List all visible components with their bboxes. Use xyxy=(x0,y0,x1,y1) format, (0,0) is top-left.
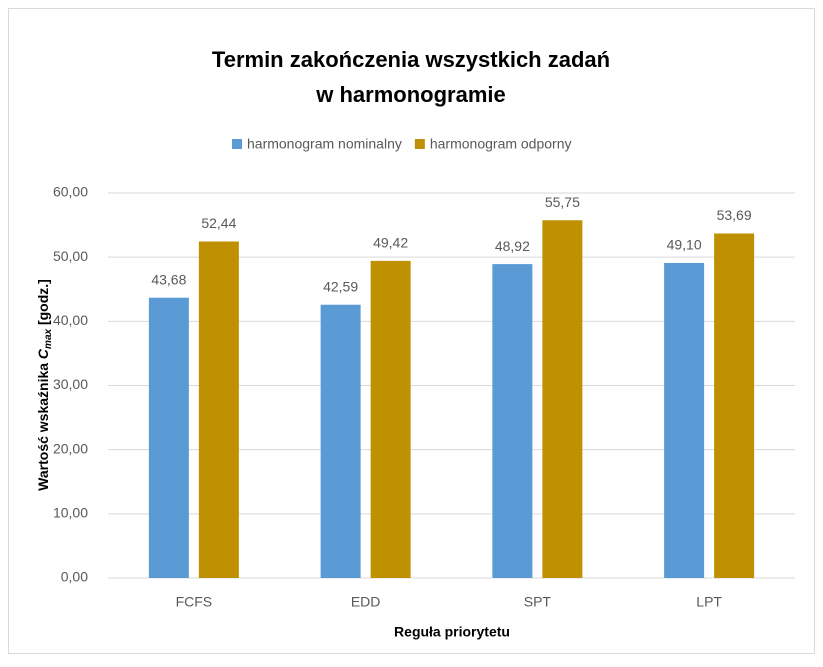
legend-swatch xyxy=(232,139,242,149)
value-label: 49,10 xyxy=(667,237,702,253)
chart-title: Termin zakończenia wszystkich zadań xyxy=(212,47,610,72)
bar xyxy=(664,262,705,578)
y-axis-label: Wartość wskaźnika Cmax [godz.] xyxy=(35,279,54,491)
y-label-subscript: max xyxy=(43,328,54,348)
legend-label: harmonogram odporny xyxy=(430,136,572,152)
y-tick-label: 20,00 xyxy=(53,440,88,456)
x-tick-label: EDD xyxy=(351,594,381,610)
x-axis-label: Reguła priorytetu xyxy=(394,624,510,640)
bar xyxy=(542,220,583,579)
legend-swatch xyxy=(414,139,425,149)
value-label: 43,68 xyxy=(151,271,186,287)
x-tick-label: FCFS xyxy=(176,594,213,610)
y-tick-label: 30,00 xyxy=(53,376,88,392)
bar xyxy=(370,260,411,578)
value-label: 53,69 xyxy=(717,207,752,223)
x-tick-label: LPT xyxy=(696,594,722,610)
y-tick-label: 50,00 xyxy=(53,248,88,264)
chart-title: w harmonogramie xyxy=(315,82,505,107)
x-tick-label: SPT xyxy=(524,594,552,610)
y-tick-label: 10,00 xyxy=(53,505,88,521)
value-label: 55,75 xyxy=(545,194,580,210)
y-tick-label: 40,00 xyxy=(53,312,88,328)
y-label-symbol: C xyxy=(35,348,51,359)
value-label: 49,42 xyxy=(373,235,408,251)
bar xyxy=(148,297,189,578)
bar xyxy=(492,264,533,578)
y-label-text: Wartość wskaźnika xyxy=(35,363,51,491)
y-tick-label: 0,00 xyxy=(61,569,88,585)
bar xyxy=(198,241,239,578)
bar xyxy=(714,233,755,578)
y-label-unit: [godz.] xyxy=(35,279,51,325)
legend-label: harmonogram nominalny xyxy=(247,136,402,152)
value-label: 52,44 xyxy=(201,215,236,231)
value-label: 42,59 xyxy=(323,278,358,294)
y-tick-label: 60,00 xyxy=(53,184,88,200)
bar xyxy=(320,304,361,578)
value-label: 48,92 xyxy=(495,238,530,254)
